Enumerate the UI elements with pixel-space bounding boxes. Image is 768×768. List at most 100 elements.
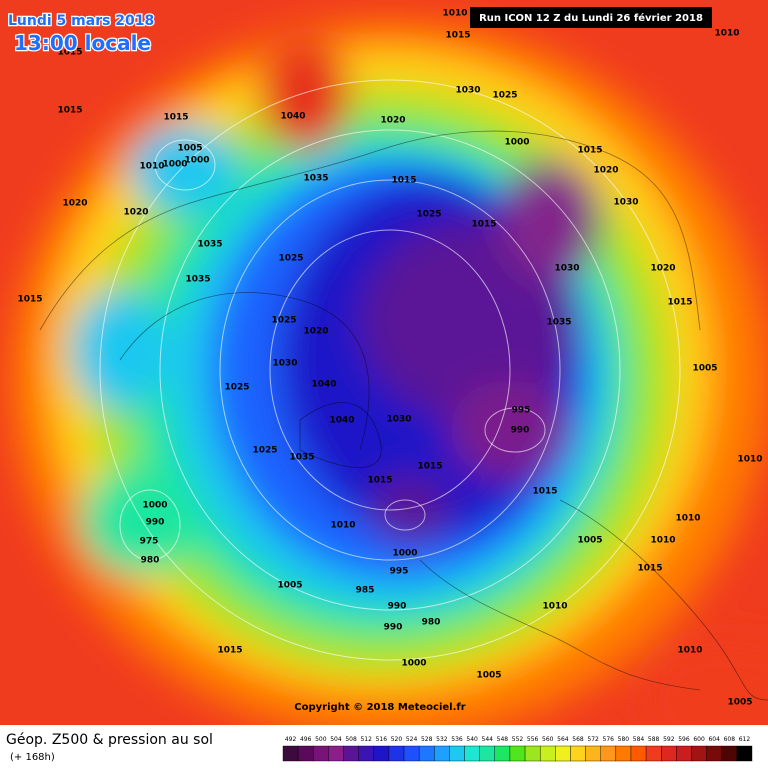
scale-label: 612: [739, 736, 751, 743]
isobar-label: 1015: [445, 31, 470, 41]
isobar-label: 1015: [532, 487, 557, 497]
isobar-label: 1030: [455, 86, 480, 96]
scale-label: 492: [285, 736, 297, 743]
isobar-label: 1035: [289, 453, 314, 463]
isobar-label: 1015: [17, 295, 42, 305]
isobar-label: 1005: [476, 671, 501, 681]
scale-swatch: [328, 745, 344, 762]
scale-label: 500: [315, 736, 327, 743]
scale-label: 552: [512, 736, 524, 743]
scale-label: 576: [603, 736, 615, 743]
scale-label: 580: [618, 736, 630, 743]
scale-swatch: [297, 745, 314, 762]
scale-label: 596: [678, 736, 690, 743]
scale-swatch: [313, 745, 329, 762]
isobar-label: 1020: [123, 208, 148, 218]
scale-swatch: [736, 745, 753, 762]
isobar-label: 1015: [667, 298, 692, 308]
isobar-label: 1020: [593, 166, 618, 176]
isobar-label: 1035: [197, 240, 222, 250]
isobar-label: 1015: [637, 564, 662, 574]
scale-swatch: [509, 745, 526, 762]
isobar-label: 1010: [542, 602, 567, 612]
isobar-label: 1005: [727, 698, 752, 708]
isobar-label: 1025: [278, 254, 303, 264]
isobar-label: 980: [422, 618, 441, 628]
scale-label: 568: [572, 736, 584, 743]
scale-label: 540: [466, 736, 478, 743]
scale-swatch: [555, 745, 571, 762]
isobar-label: 1015: [57, 106, 82, 116]
scale-swatch: [676, 745, 692, 762]
scale-swatch: [721, 745, 738, 762]
scale-label: 532: [436, 736, 448, 743]
scale-label: 564: [557, 736, 569, 743]
isobar-label: 1030: [386, 415, 411, 425]
footer-lead: (+ 168h): [10, 752, 55, 763]
scale-swatch: [691, 745, 707, 762]
scale-swatch: [630, 745, 647, 762]
forecast-time: 13:00 locale: [14, 31, 151, 55]
scale-swatch: [539, 745, 556, 762]
isobar-label: 1015: [391, 176, 416, 186]
copyright: Copyright © 2018 Meteociel.fr: [294, 702, 465, 713]
scale-label: 588: [648, 736, 660, 743]
scale-label: 556: [527, 736, 539, 743]
scale-label: 536: [451, 736, 463, 743]
scale-label: 496: [300, 736, 312, 743]
scale-label: 508: [345, 736, 357, 743]
isobar-label: 1015: [163, 113, 188, 123]
scale-label: 548: [497, 736, 509, 743]
scale-swatch: [434, 745, 450, 762]
isobar-labels: 1010 1015 1010 1015 1030 1025 1015 1015 1040 1020…: [17, 9, 762, 708]
isobar-label: 1005: [692, 364, 717, 374]
scale-swatch: [449, 745, 465, 762]
isobar-label: 1000: [401, 659, 426, 669]
isobar-label: 1040: [280, 112, 305, 122]
isobar-label: 1000: [504, 138, 529, 148]
isobar-label: 985: [356, 586, 375, 596]
scale-label: 608: [724, 736, 736, 743]
isobar-label: 1000: [184, 156, 209, 166]
isobar-label: 1040: [311, 380, 336, 390]
isobar-label: 1000: [392, 549, 417, 559]
isobar-label: 1015: [367, 476, 392, 486]
isobar-label: 1035: [185, 275, 210, 285]
isobar-label: 990: [388, 602, 407, 612]
scale-label: 524: [406, 736, 418, 743]
color-scale: 492 496 500 504 508 512 516 520 524 528 532 536 540 5…: [282, 736, 753, 762]
run-box: [470, 7, 712, 28]
isobar-label: 1015: [577, 146, 602, 156]
isobar-label: 1010: [737, 455, 762, 465]
isobar-label: 1000: [162, 160, 187, 170]
scale-swatch: [645, 745, 662, 762]
footer-title: Géop. Z500 & pression au sol: [6, 732, 213, 748]
isobar-label: 1040: [329, 416, 354, 426]
scale-swatch: [600, 745, 617, 762]
scale-swatch: [570, 745, 586, 762]
scale-swatch: [358, 745, 374, 762]
isobar-label: 1020: [650, 264, 675, 274]
isobar-label: 1010: [442, 9, 467, 19]
isobar-label: 1025: [252, 446, 277, 456]
isobar-label: 1010: [677, 646, 702, 656]
scale-label: 604: [708, 736, 720, 743]
isobar-label: 1005: [577, 536, 602, 546]
scale-swatch: [661, 745, 677, 762]
isobar-label: 1025: [224, 383, 249, 393]
isobar-label: 1005: [277, 581, 302, 591]
scale-swatch: [282, 745, 299, 762]
isobar-label: 1010: [330, 521, 355, 531]
isobar-label: 1015: [417, 462, 442, 472]
scale-swatch: [343, 745, 359, 762]
isobar-label: 975: [140, 537, 159, 547]
scale-swatch: [464, 745, 480, 762]
isobar-label: 990: [511, 426, 530, 436]
isobar-label: 1010: [650, 536, 675, 546]
scale-label: 600: [693, 736, 705, 743]
scale-swatch: [403, 745, 420, 762]
scale-swatch: [706, 745, 722, 762]
run-info: Run ICON 12 Z du Lundi 26 février 2018: [479, 12, 703, 24]
